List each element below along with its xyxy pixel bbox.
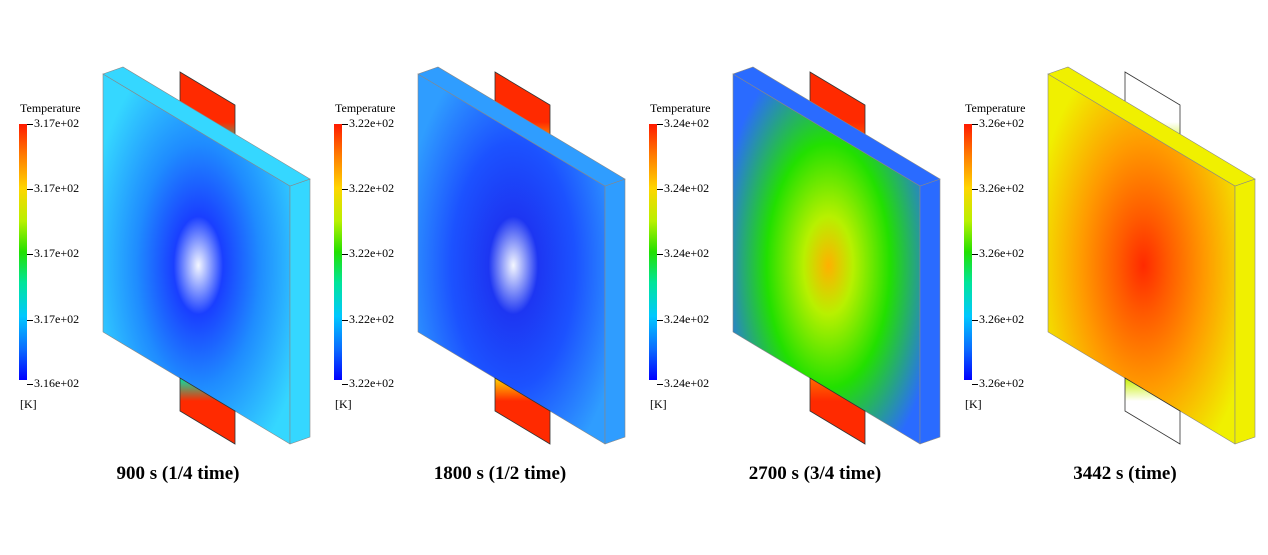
side-face (289, 178, 311, 445)
panel-caption: 3442 s (time) (1073, 463, 1177, 484)
colorbar-unit: [K] (965, 397, 982, 411)
side-face (1234, 178, 1256, 445)
panel-caption: 2700 s (3/4 time) (748, 463, 882, 484)
colorbar-tick (342, 254, 348, 255)
colorbar-label: 3.24e+02 (664, 181, 710, 195)
colorbar-label: 3.24e+02 (664, 246, 710, 260)
bottom-tab (1124, 377, 1181, 445)
colorbar (334, 124, 342, 380)
colorbar-title: Temperature (20, 101, 81, 115)
battery-plate (732, 66, 941, 445)
colorbar-tick (27, 189, 33, 190)
colorbar-tick (27, 320, 33, 321)
colorbar-label: 3.17e+02 (34, 312, 80, 326)
colorbar-tick (657, 384, 663, 385)
colorbar (19, 124, 27, 380)
colorbar-title: Temperature (650, 101, 711, 115)
colorbar-label: 3.17e+02 (34, 116, 80, 130)
top-face (417, 66, 626, 187)
colorbar-tick (342, 189, 348, 190)
colorbar-title: Temperature (965, 101, 1026, 115)
colorbar-tick (972, 384, 978, 385)
colorbar-unit: [K] (335, 397, 352, 411)
colorbar (649, 124, 657, 380)
top-face (102, 66, 311, 187)
colorbar-label: 3.24e+02 (664, 376, 710, 390)
side-face (604, 178, 626, 445)
colorbar-label: 3.22e+02 (349, 181, 395, 195)
colorbar-label: 3.17e+02 (34, 181, 80, 195)
panel-4: Temperature 3.26e+02 3.26e+02 3.26e+02 3.26e… (945, 0, 1262, 555)
top-face (1047, 66, 1256, 187)
colorbar-label: 3.17e+02 (34, 246, 80, 260)
colorbar-label: 3.16e+02 (34, 376, 80, 390)
colorbar-tick (27, 254, 33, 255)
colorbar-label: 3.26e+02 (979, 246, 1025, 260)
colorbar-tick (657, 320, 663, 321)
colorbar-tick (342, 124, 348, 125)
colorbar-tick (27, 384, 33, 385)
panel-caption: 900 s (1/4 time) (116, 463, 240, 484)
bottom-tab (179, 377, 236, 445)
colorbar-label: 3.24e+02 (664, 312, 710, 326)
colorbar-label: 3.22e+02 (349, 312, 395, 326)
battery-plate (417, 66, 626, 445)
colorbar-label: 3.26e+02 (979, 116, 1025, 130)
colorbar-tick (657, 189, 663, 190)
top-face (732, 66, 941, 187)
panel-caption: 1800 s (1/2 time) (433, 463, 567, 484)
colorbar (964, 124, 972, 380)
colorbar-tick (27, 124, 33, 125)
colorbar-tick (972, 189, 978, 190)
colorbar-tick (342, 320, 348, 321)
colorbar-tick (972, 254, 978, 255)
colorbar-tick (657, 254, 663, 255)
panel-1: Temperature 3.17e+02 3.17e+02 3.17e+02 3.17e… (0, 0, 317, 555)
colorbar-label: 3.26e+02 (979, 181, 1025, 195)
bottom-tab (494, 377, 551, 445)
panel-3: Temperature 3.24e+02 3.24e+02 3.24e+02 3.24e… (630, 0, 947, 555)
colorbar-unit: [K] (20, 397, 37, 411)
battery-plate (1047, 66, 1256, 445)
colorbar-label: 3.26e+02 (979, 312, 1025, 326)
colorbar-tick (972, 320, 978, 321)
colorbar-label: 3.22e+02 (349, 376, 395, 390)
side-face (919, 178, 941, 445)
colorbar-label: 3.22e+02 (349, 116, 395, 130)
colorbar-label: 3.26e+02 (979, 376, 1025, 390)
colorbar-tick (657, 124, 663, 125)
colorbar-tick (342, 384, 348, 385)
bottom-tab (809, 377, 866, 445)
battery-plate (102, 66, 311, 445)
colorbar-tick (972, 124, 978, 125)
colorbar-title: Temperature (335, 101, 396, 115)
panel-2: Temperature 3.22e+02 3.22e+02 3.22e+02 3.22e… (315, 0, 632, 555)
colorbar-unit: [K] (650, 397, 667, 411)
colorbar-label: 3.22e+02 (349, 246, 395, 260)
colorbar-label: 3.24e+02 (664, 116, 710, 130)
